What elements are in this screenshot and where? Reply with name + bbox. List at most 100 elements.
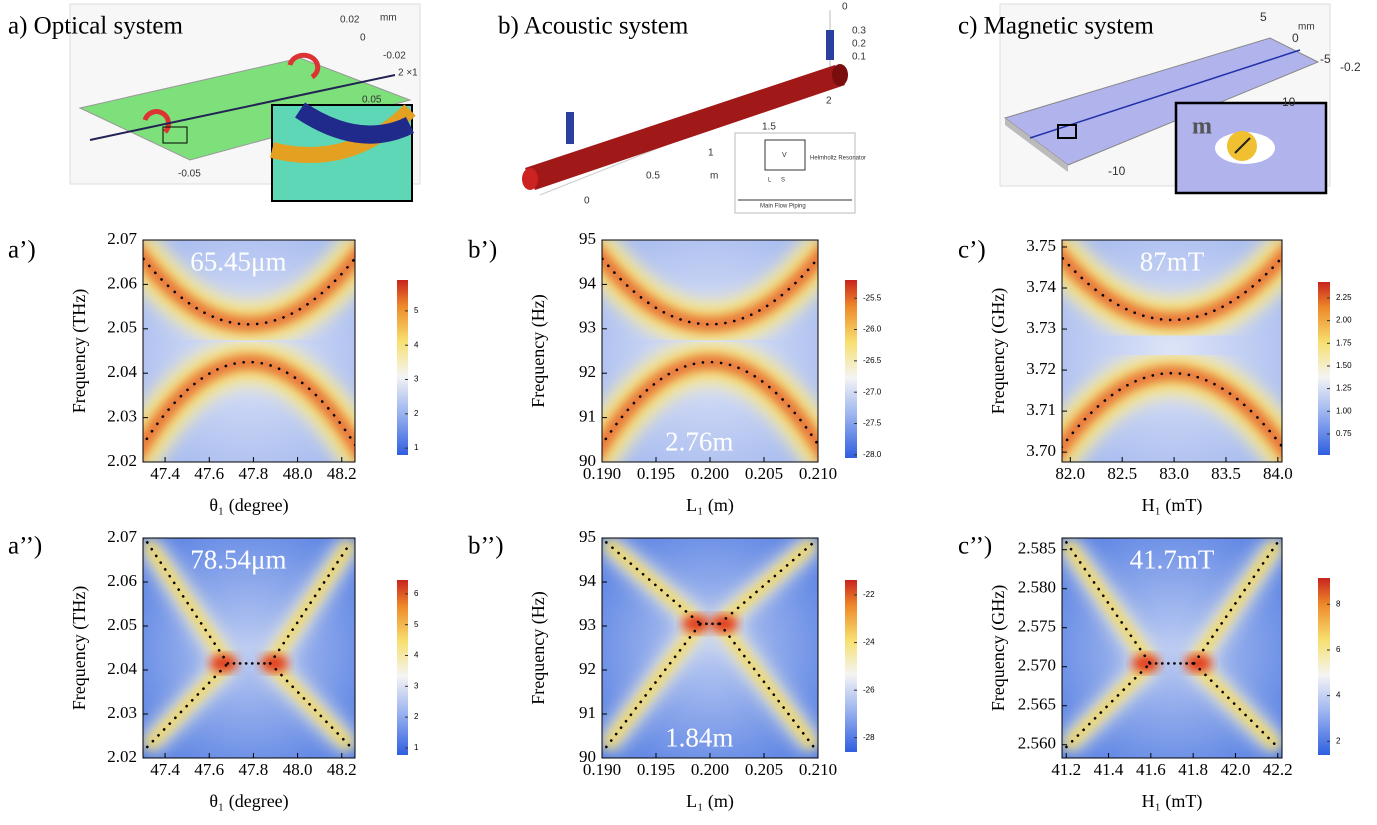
x-tick-label: 48.0 xyxy=(283,760,313,779)
annotation: 41.7mT xyxy=(1130,544,1215,574)
y-tick-label: 2.03 xyxy=(107,703,137,722)
colorbar-tick-label: 5 xyxy=(414,620,419,629)
y-tick-label: 2.06 xyxy=(107,571,137,590)
colorbar-tick-label: 3 xyxy=(414,681,419,690)
chart-panel: 47.447.647.848.048.22.022.032.042.052.06… xyxy=(8,527,419,812)
illustration-title: b) Acoustic system xyxy=(498,13,689,40)
y-tick-label: 94 xyxy=(579,571,597,590)
illustration-label: 0 xyxy=(842,2,848,13)
y-axis-label: Frequency (THz) xyxy=(69,289,90,413)
illustration-title: c) Magnetic system xyxy=(958,13,1154,40)
y-tick-label: 95 xyxy=(579,527,596,546)
x-tick-label: 47.6 xyxy=(194,760,224,779)
x-tick-label: 48.2 xyxy=(327,760,357,779)
x-tick-label: 83.5 xyxy=(1211,464,1241,483)
x-tick-label: 41.6 xyxy=(1136,760,1166,779)
y-tick-label: 3.72 xyxy=(1026,359,1056,378)
x-axis-label: θ₁ (degree) xyxy=(209,495,288,516)
x-tick-label: 0.195 xyxy=(637,464,675,483)
colorbar-tick-label: 8 xyxy=(1336,599,1341,608)
x-axis-label: θ₁ (degree) xyxy=(209,791,288,812)
colorbar-tick-label: 4 xyxy=(1336,691,1341,700)
colorbar xyxy=(1318,282,1330,455)
colorbar xyxy=(845,280,857,458)
x-axis-label: H₁ (mT) xyxy=(1142,495,1203,516)
y-tick-label: 93 xyxy=(579,615,596,634)
colorbar-tick-label: 5 xyxy=(414,306,419,315)
y-tick-label: 2.585 xyxy=(1018,539,1056,558)
x-tick-label: 41.8 xyxy=(1178,760,1208,779)
colorbar-tick-label: 1 xyxy=(414,443,419,452)
annotation: 78.54μm xyxy=(190,544,286,574)
illustration-label: -0.02 xyxy=(383,51,406,62)
y-tick-label: 2.570 xyxy=(1018,656,1056,675)
y-tick-label: 2.560 xyxy=(1018,734,1056,753)
x-tick-label: 0.200 xyxy=(691,760,729,779)
colorbar xyxy=(845,580,857,752)
x-tick-label: 0.200 xyxy=(691,464,729,483)
y-tick-label: 2.02 xyxy=(107,747,137,766)
illustration-label: 0 xyxy=(1292,31,1299,45)
illustration-label: 10 xyxy=(1282,95,1296,109)
y-tick-label: 2.03 xyxy=(107,407,137,426)
x-tick-label: 42.0 xyxy=(1221,760,1251,779)
colorbar-tick-label: -22 xyxy=(863,590,875,599)
y-tick-label: 2.07 xyxy=(107,527,137,546)
x-tick-label: 47.8 xyxy=(239,464,269,483)
illustration-label: m xyxy=(710,171,718,182)
panel-label: a’’) xyxy=(8,533,42,560)
x-tick-label: 83.0 xyxy=(1159,464,1189,483)
x-axis-label: L₁ (m) xyxy=(686,791,734,812)
x-tick-label: 42.2 xyxy=(1263,760,1293,779)
x-tick-label: 84.0 xyxy=(1263,464,1293,483)
colorbar-tick-label: -27.0 xyxy=(863,387,882,396)
colorbar-tick-label: -27.5 xyxy=(863,419,882,428)
x-tick-label: 82.5 xyxy=(1107,464,1137,483)
x-axis-label: H₁ (mT) xyxy=(1142,791,1203,812)
colorbar-tick-label: 1.00 xyxy=(1336,406,1352,415)
x-tick-label: 41.4 xyxy=(1094,760,1124,779)
chart-panel: 82.082.583.083.584.03.703.713.723.733.74… xyxy=(958,236,1352,516)
colorbar-tick-label: 0.75 xyxy=(1336,429,1352,438)
x-tick-label: 41.2 xyxy=(1051,760,1081,779)
illustration-label: 5 xyxy=(1260,10,1267,24)
colorbar-tick-label: 6 xyxy=(1336,645,1341,654)
x-tick-label: 47.4 xyxy=(150,464,180,483)
illustration-label: m xyxy=(1192,114,1212,140)
illustration-label: -0.2 xyxy=(1340,60,1361,74)
colorbar-tick-label: -26 xyxy=(863,685,875,694)
panel-label: c’’) xyxy=(958,533,992,560)
colorbar-tick-label: 1.50 xyxy=(1336,361,1352,370)
colorbar-tick-label: 4 xyxy=(414,651,419,660)
y-tick-label: 2.07 xyxy=(107,229,137,248)
x-tick-label: 47.8 xyxy=(239,760,269,779)
y-tick-label: 92 xyxy=(579,362,596,381)
annotation: 87mT xyxy=(1140,247,1205,277)
y-tick-label: 2.565 xyxy=(1018,695,1056,714)
colorbar-tick-label: -25.5 xyxy=(863,293,882,302)
y-axis-label: Frequency (GHz) xyxy=(988,288,1009,414)
colorbar-tick-label: 2 xyxy=(1336,736,1341,745)
illustration-magnetic: m 5 mm 0 -5 -0.2 10 -10 c) Magnetic syst… xyxy=(958,4,1361,193)
annotation: 1.84m xyxy=(665,723,733,753)
y-tick-label: 3.73 xyxy=(1026,318,1056,337)
illustration-label: 1.5 xyxy=(762,122,776,133)
panel-label: b’’) xyxy=(468,533,504,560)
illustration-label: 0.1 xyxy=(852,52,866,63)
illustration-acoustic: 0 0.3 0.2 0.1 2 1.5 1 0.5 m 0 V Helmholt… xyxy=(498,2,866,213)
colorbar-tick-label: -24 xyxy=(863,638,875,647)
y-tick-label: 2.05 xyxy=(107,318,137,337)
colorbar-tick-label: 3 xyxy=(414,375,419,384)
y-tick-label: 2.575 xyxy=(1018,617,1056,636)
x-tick-label: 48.0 xyxy=(283,464,313,483)
colorbar-tick-label: 1.25 xyxy=(1336,384,1352,393)
panel-label: a’) xyxy=(8,237,36,264)
illustration-label: Helmholtz Resonator xyxy=(810,156,866,162)
colorbar-tick-label: -28.0 xyxy=(863,450,882,459)
y-tick-label: 3.74 xyxy=(1026,277,1056,296)
colorbar-tick-label: 2 xyxy=(414,409,419,418)
annotation: 65.45μm xyxy=(190,247,286,277)
colorbar-tick-label: -26.5 xyxy=(863,356,882,365)
